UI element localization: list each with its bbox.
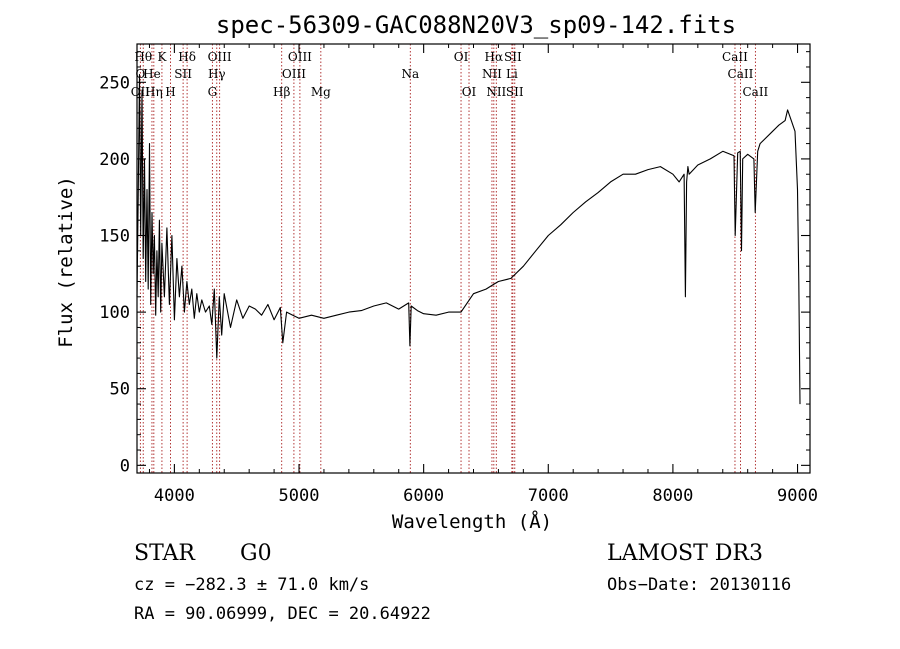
spectral-line-label: CaII: [742, 85, 768, 99]
ra-dec-coordinates: RA = 90.06999, DEC = 20.64922: [134, 604, 431, 624]
chart-title: spec-56309-GAC088N20V3_sp09-142.fits: [216, 11, 736, 39]
y-tick-label: 100: [99, 303, 130, 323]
spectral-line-label: O: [135, 67, 145, 81]
x-axis-label: Wavelength (Å): [392, 510, 552, 533]
spectral-line-label: SII: [174, 67, 192, 81]
spectral-line-label: Hη: [145, 85, 163, 99]
spectral-line-label: OIII: [288, 50, 312, 64]
spectral-line-label: K: [157, 50, 167, 64]
object-subclass: G0: [240, 541, 272, 566]
y-axis: 0 50 100 150 200 250: [99, 51, 810, 476]
spectral-line-markers: [139, 44, 756, 473]
redshift-velocity: cz = −282.3 ± 71.0 km/s: [134, 575, 369, 595]
object-class: STAR: [134, 541, 196, 566]
spectral-line-label: OI: [462, 85, 477, 99]
spectral-line-label: Li: [506, 67, 518, 81]
y-tick-label: 200: [99, 150, 130, 170]
spectral-line-label: CaII: [728, 67, 754, 81]
spectral-line-label: Na: [401, 67, 419, 81]
spectral-line-label: Hβ: [273, 85, 290, 99]
spectral-line-label: He: [143, 67, 161, 81]
spectral-line-label: OI: [454, 50, 469, 64]
y-tick-label: 150: [99, 227, 130, 247]
spectral-line-label: OII: [131, 85, 151, 99]
spectral-line-label: OIII: [208, 50, 232, 64]
spectral-line-label: Hθ: [134, 50, 152, 64]
observation-date: Obs−Date: 20130116: [607, 575, 791, 595]
spectral-line-label: Hα: [485, 50, 504, 64]
survey-name: LAMOST DR3: [607, 541, 763, 566]
spectral-line-label: NII: [486, 85, 506, 99]
spectral-line-label: H: [165, 85, 175, 99]
x-tick-label: 4000: [154, 486, 195, 506]
spectral-line-label: SII: [504, 50, 522, 64]
x-tick-label: 5000: [279, 486, 320, 506]
spectral-line-label: NII: [482, 67, 502, 81]
spectrum-line: [136, 74, 801, 405]
spectral-line-label: SII: [506, 85, 524, 99]
spectral-line-label: G: [208, 85, 218, 99]
y-tick-label: 250: [99, 73, 130, 93]
spectral-line-label: CaII: [722, 50, 748, 64]
plot-frame: [136, 43, 811, 474]
y-axis-label: Flux (relative): [55, 176, 77, 348]
x-tick-label: 9000: [777, 486, 818, 506]
spectral-line-label: OIII: [282, 67, 306, 81]
spectral-line-label: Mg: [311, 85, 331, 99]
spectral-line-label: Hδ: [178, 50, 196, 64]
y-tick-label: 50: [110, 380, 130, 400]
x-tick-label: 7000: [528, 486, 569, 506]
spectral-line-label: Hγ: [208, 67, 226, 81]
y-tick-label: 0: [120, 456, 130, 476]
x-tick-label: 6000: [403, 486, 444, 506]
x-axis: 4000 5000 6000 7000 8000 9000: [148, 44, 818, 506]
x-tick-label: 8000: [652, 486, 693, 506]
